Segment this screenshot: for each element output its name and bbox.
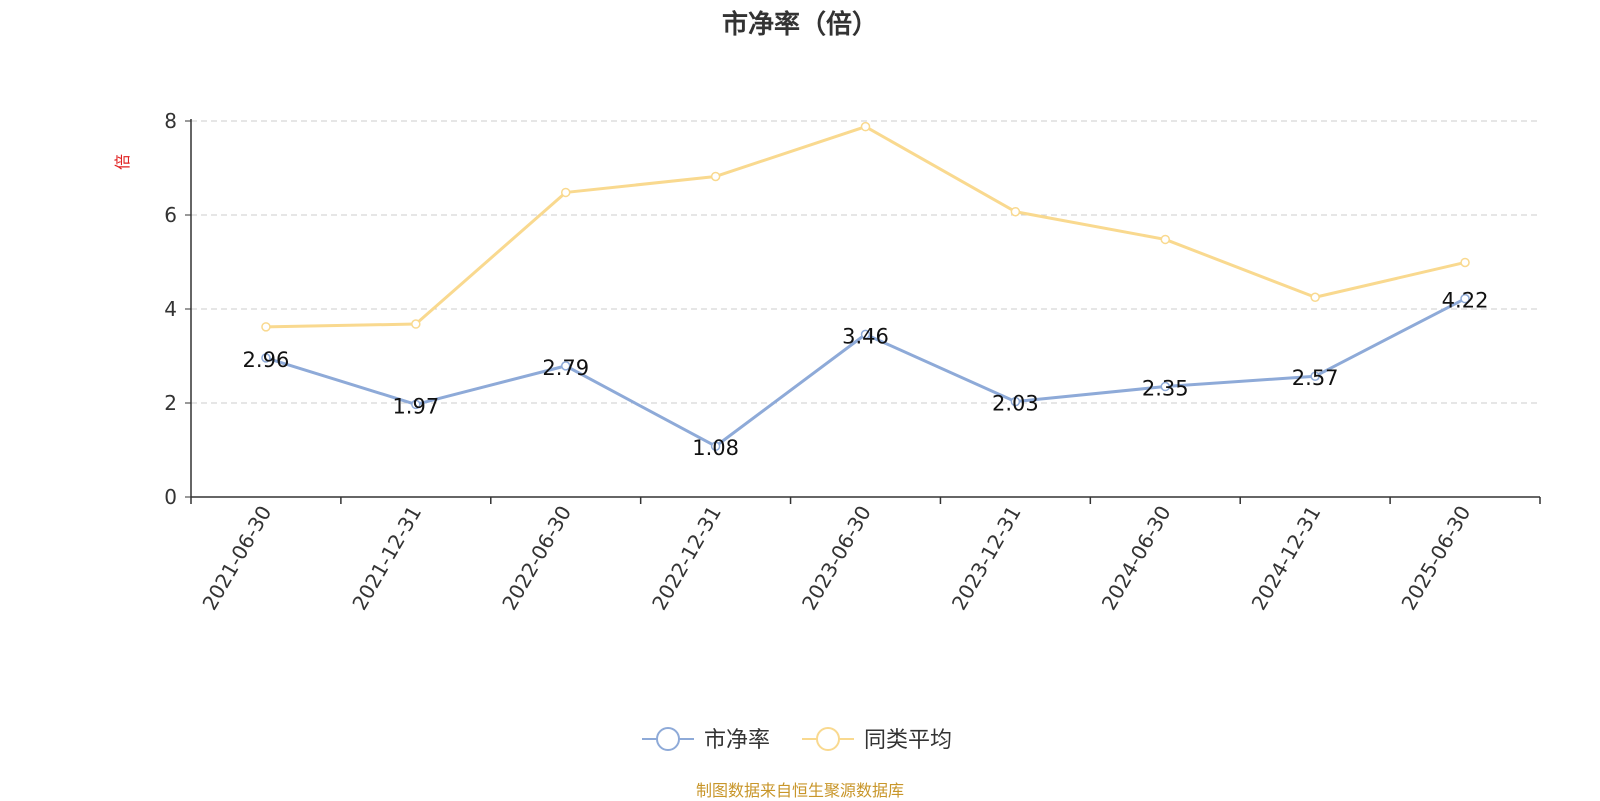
data-point <box>710 441 721 451</box>
x-tick-label: 2021-06-30 <box>197 502 276 615</box>
data-point <box>261 322 271 332</box>
series-lines <box>261 121 1470 451</box>
grid-lines <box>191 120 1540 404</box>
series-line <box>265 297 1466 448</box>
y-tick-label: 2 <box>164 391 177 415</box>
data-label: 3.46 <box>842 324 889 348</box>
data-label: 2.57 <box>1292 366 1339 390</box>
y-tick-label: 6 <box>164 203 177 227</box>
x-tick-label: 2025-06-30 <box>1396 502 1475 615</box>
x-tick-label: 2023-12-31 <box>947 502 1026 615</box>
legend-item: 同类平均 <box>802 727 952 753</box>
data-label: 2.96 <box>243 348 290 372</box>
x-tick-label: 2022-12-31 <box>647 502 726 615</box>
data-point <box>560 187 571 198</box>
y-axis-unit-label: 倍 <box>113 154 132 170</box>
source-note: 制图数据来自恒生聚源数据库 <box>695 781 904 800</box>
data-label: 4.22 <box>1442 289 1489 313</box>
data-label: 2.03 <box>992 392 1039 416</box>
data-point <box>411 399 421 410</box>
y-tick-label: 4 <box>164 297 177 321</box>
legend-marker <box>656 727 680 751</box>
x-tick-label: 2021-12-31 <box>347 502 426 615</box>
x-tick-label: 2022-06-30 <box>497 502 576 615</box>
data-label: 2.79 <box>542 356 589 380</box>
data-point <box>1160 234 1171 245</box>
data-point <box>261 353 271 363</box>
data-point <box>860 329 871 340</box>
data-point <box>1010 396 1021 407</box>
legend-label: 市净率 <box>704 728 770 753</box>
data-point <box>710 171 721 182</box>
series-line <box>265 125 1466 329</box>
data-point <box>1310 371 1320 381</box>
data-point <box>860 121 871 132</box>
data-point <box>560 361 571 371</box>
data-point <box>1010 206 1021 217</box>
data-label: 2.35 <box>1142 377 1189 401</box>
legend-label: 同类平均 <box>864 728 952 753</box>
data-point <box>1460 293 1470 304</box>
axes: 0 2 4 6 8 2021-06-30 2021-12-31 2022-06-30 2022-… <box>164 109 1541 615</box>
data-point <box>411 319 421 329</box>
data-point <box>1310 292 1320 302</box>
x-tick-label: 2024-06-30 <box>1097 502 1176 615</box>
legend-item: 市净率 <box>642 727 770 753</box>
legend-marker <box>816 727 840 751</box>
data-point <box>1460 257 1470 268</box>
chart-title: 市净率（倍） <box>721 10 878 40</box>
y-tick-label: 8 <box>164 109 177 133</box>
data-labels: 2.96 1.97 2.79 1.08 3.46 2.03 2.35 2.57 4.22 <box>243 289 1489 461</box>
data-label: 1.97 <box>392 394 439 418</box>
y-tick-label: 0 <box>164 485 177 509</box>
x-tick-label: 2024-12-31 <box>1247 502 1326 615</box>
legend: 市净率 同类平均 <box>642 727 952 753</box>
data-label: 1.08 <box>692 436 739 460</box>
x-tick-label: 2023-06-30 <box>797 502 876 615</box>
data-point <box>1160 381 1171 392</box>
